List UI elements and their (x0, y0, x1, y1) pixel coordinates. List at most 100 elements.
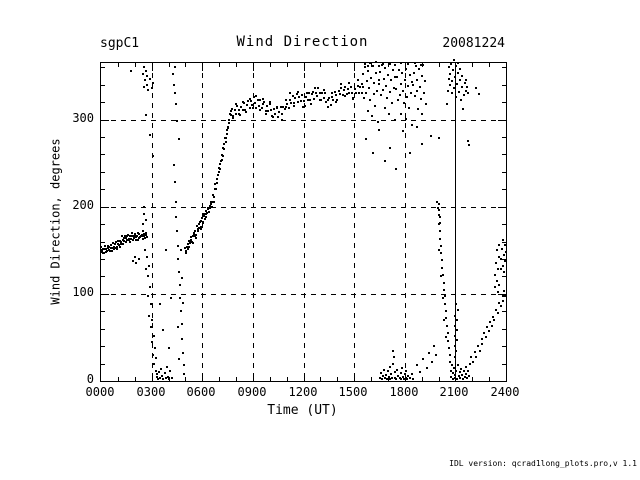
vertical-gridline (152, 63, 153, 381)
data-point (454, 315, 456, 317)
data-point (149, 286, 151, 288)
data-point (143, 206, 145, 208)
data-point (132, 239, 134, 241)
data-point (373, 93, 375, 95)
data-point (220, 160, 222, 162)
data-point (301, 94, 303, 96)
data-point (363, 97, 365, 99)
data-point (407, 63, 409, 65)
data-point (357, 79, 359, 81)
data-point (202, 222, 204, 224)
data-point (442, 274, 444, 276)
data-point (165, 249, 167, 251)
data-point (240, 106, 242, 108)
data-point (178, 358, 180, 360)
data-point (282, 106, 284, 108)
data-point (289, 92, 291, 94)
data-point (378, 83, 380, 85)
data-point (504, 260, 506, 262)
data-point (389, 91, 391, 93)
data-point (208, 211, 210, 213)
data-point (498, 284, 500, 286)
data-point (142, 230, 144, 232)
data-point (423, 92, 425, 94)
data-point (470, 356, 472, 358)
horizontal-gridline (101, 294, 506, 295)
data-point (494, 274, 496, 276)
x-minor-tick (219, 377, 220, 381)
data-point (228, 122, 230, 124)
data-point (173, 164, 175, 166)
data-point (456, 339, 458, 341)
data-point (444, 303, 446, 305)
data-point (474, 351, 476, 353)
data-point (371, 115, 373, 117)
data-point (362, 86, 364, 88)
data-point (144, 234, 146, 236)
data-point (455, 370, 457, 372)
data-point (201, 217, 203, 219)
vertical-gridline (304, 63, 305, 381)
data-point (134, 256, 136, 258)
data-point (269, 103, 271, 105)
data-point (397, 99, 399, 101)
data-point (401, 367, 403, 369)
data-point (365, 138, 367, 140)
data-point (364, 63, 366, 65)
data-point (414, 62, 416, 64)
data-point (108, 249, 110, 251)
data-point (411, 81, 413, 83)
data-point (107, 247, 109, 249)
data-point (175, 216, 177, 218)
data-point (338, 90, 340, 92)
data-point (149, 78, 151, 80)
data-point (454, 345, 456, 347)
data-point (111, 247, 113, 249)
data-point (120, 243, 122, 245)
data-point (389, 378, 391, 380)
data-point (384, 160, 386, 162)
data-point (144, 237, 146, 239)
data-point (354, 88, 356, 90)
data-point (235, 103, 237, 105)
data-point (399, 94, 401, 96)
data-point (384, 67, 386, 69)
data-point (347, 88, 349, 90)
data-point (456, 329, 458, 331)
x-minor-tick (236, 377, 237, 381)
data-point (146, 236, 148, 238)
data-point (138, 258, 140, 260)
data-point (380, 94, 382, 96)
data-point (469, 363, 471, 365)
data-point (131, 232, 133, 234)
data-point (251, 104, 253, 106)
data-point (203, 213, 205, 215)
data-point (361, 83, 363, 85)
data-point (100, 246, 102, 248)
data-point (129, 241, 131, 243)
data-point (420, 64, 422, 66)
data-point (424, 80, 426, 82)
data-point (148, 265, 150, 267)
x-major-tick (253, 63, 254, 71)
data-point (336, 99, 338, 101)
data-point (455, 65, 457, 67)
data-point (134, 233, 136, 235)
data-point (107, 245, 109, 247)
data-point (101, 249, 103, 251)
data-point (142, 223, 144, 225)
data-point (475, 356, 477, 358)
data-point (198, 227, 200, 229)
data-point (152, 155, 154, 157)
data-point (461, 75, 463, 77)
y-axis-title: Wind Direction, degrees (48, 138, 63, 305)
data-point (157, 378, 159, 380)
data-point (168, 347, 170, 349)
data-point (394, 119, 396, 121)
data-point (414, 95, 416, 97)
data-point (439, 216, 441, 218)
data-point (451, 92, 453, 94)
data-point (133, 237, 135, 239)
data-point (485, 336, 487, 338)
data-point (390, 79, 392, 81)
